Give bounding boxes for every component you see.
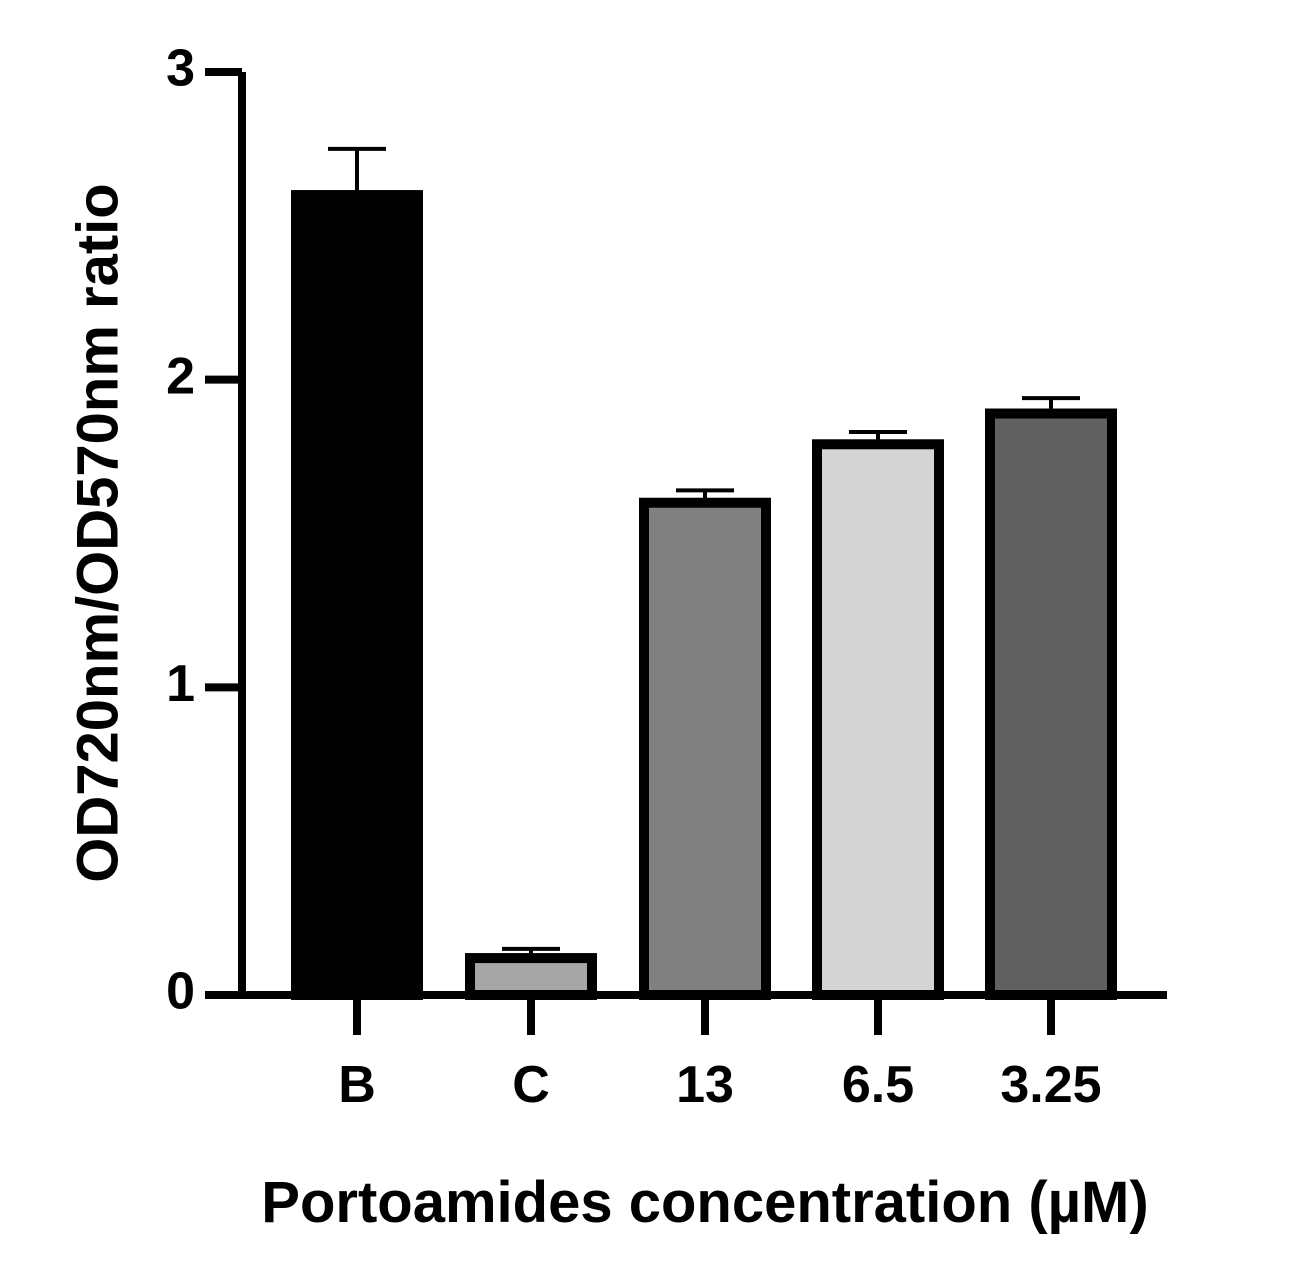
- bar-2: [639, 497, 771, 1000]
- y-tick-label: 3: [166, 40, 195, 98]
- bar-1: [465, 953, 597, 1001]
- bar-0: [291, 190, 423, 1001]
- x-tick-label: 6.5: [842, 1056, 914, 1114]
- bars-layer: [291, 190, 1117, 1001]
- bar-3: [812, 439, 944, 1000]
- y-tick-label: 0: [166, 963, 195, 1021]
- x-ticks-layer: B C 13 6.5 3.25: [338, 995, 1102, 1114]
- y-tick-label: 2: [166, 347, 195, 405]
- x-tick-label: C: [512, 1056, 550, 1114]
- y-ticks-layer: 0 1 2 3: [166, 40, 242, 1021]
- y-tick-label: 1: [166, 655, 195, 713]
- error-bars-layer: [328, 146, 1080, 959]
- x-axis-label: Portoamides concentration (µM): [261, 1170, 1148, 1235]
- y-axis-label: OD720nm/OD570nm ratio: [65, 183, 130, 882]
- x-tick-label: B: [338, 1056, 376, 1114]
- x-tick-label: 3.25: [1000, 1056, 1101, 1114]
- bar-4: [985, 408, 1117, 1000]
- x-tick-label: 13: [676, 1056, 734, 1114]
